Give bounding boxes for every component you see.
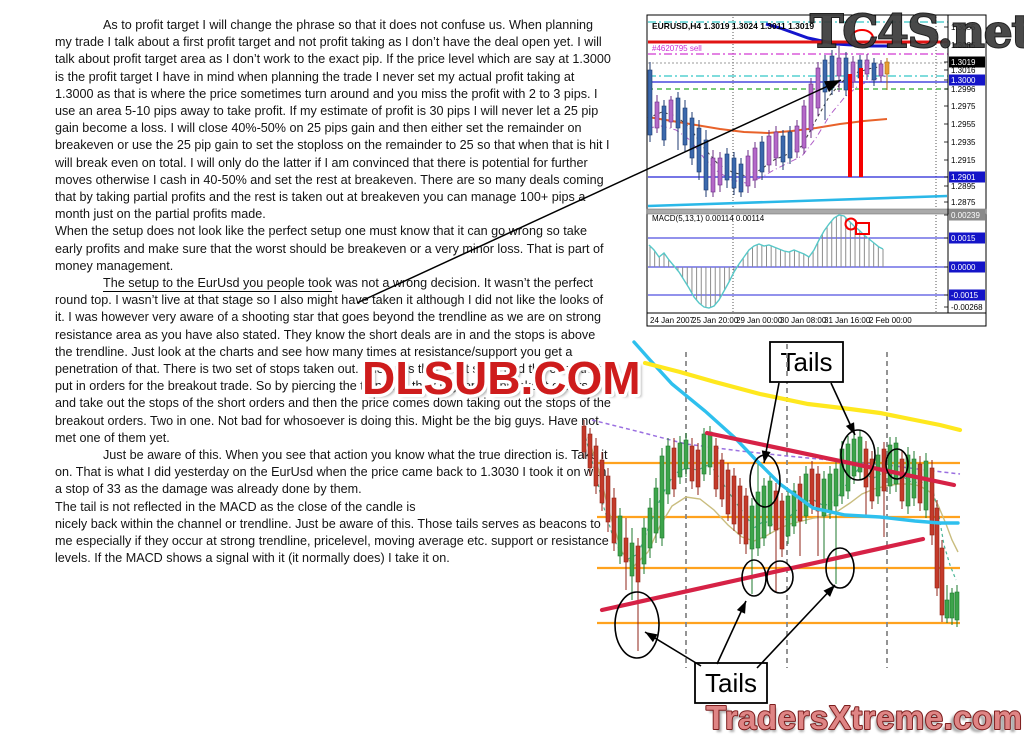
x-axis-label: 31 Jan 16:00 — [824, 316, 871, 325]
watermark-tradersxtreme-text: TradersXtreme.com — [706, 699, 1023, 736]
y-axis-label: 1.2895 — [951, 182, 976, 191]
y-axis-label: 1.2955 — [951, 120, 976, 129]
y-axis-label: 0.0000 — [951, 263, 976, 272]
tail-highlight-ellipse — [749, 454, 781, 508]
underlined-phrase: The setup to the EurUsd you people took — [103, 276, 332, 292]
x-axis-label: 30 Jan 08:00 — [780, 316, 827, 325]
ma-cyan-low — [647, 194, 948, 208]
paragraph-setup-rest: was not a wrong decision. It wasn’t the … — [55, 276, 611, 445]
y-axis-label: 1.3000 — [951, 76, 976, 85]
y-axis-label: 1.2996 — [951, 85, 976, 94]
y-axis-label: 1.2975 — [951, 102, 976, 111]
y-axis-label: 0.0015 — [951, 234, 976, 243]
paragraph-profit-target: As to profit target I will change the ph… — [55, 18, 611, 222]
order-label: #4620795 sell — [652, 44, 702, 53]
tail-highlight-ellipse — [885, 448, 909, 480]
tails-label-box — [694, 662, 768, 704]
tails-chart: Tails Tails — [581, 340, 963, 704]
watermark-tradersxtreme-shadow: TradersXtreme.com — [709, 702, 1017, 739]
x-axis-label: 29 Jan 00:00 — [736, 316, 783, 325]
macd-red-square — [855, 222, 870, 235]
tail-highlight-ellipse — [614, 591, 660, 659]
y-axis-label: -0.0015 — [951, 291, 979, 300]
tail-highlight-ellipse — [766, 560, 794, 594]
y-axis-label: 1.2915 — [951, 156, 976, 165]
chart-title: EURUSD,H4 1.3019 1.3024 1.3011 1.3019 — [652, 21, 814, 31]
macd-red-circle — [844, 217, 858, 231]
tails-label-box — [769, 341, 844, 383]
paragraph-money-management: When the setup does not look like the pe… — [55, 224, 604, 273]
ma-black-dashed — [647, 65, 887, 177]
paragraph-setup: The setup to the EurUsd you people took … — [55, 275, 612, 447]
trendline — [704, 430, 957, 488]
tail-highlight-ellipse — [825, 547, 855, 589]
y-axis-label: 1.3055 — [951, 23, 976, 32]
x-axis-label: 24 Jan 2007 — [650, 316, 695, 325]
ma-violet-dashdot — [647, 75, 887, 184]
watermark-tc4s-text: TC4S.net — [810, 5, 1024, 58]
red-circle-annotation — [850, 29, 874, 47]
tails-label: Tails — [780, 347, 832, 377]
y-axis-label: -0.00268 — [951, 303, 983, 312]
y-axis-label: 1.2935 — [951, 138, 976, 147]
x-axis-label: 25 Jan 20:00 — [692, 316, 739, 325]
y-axis-label: 1.3016 — [951, 66, 976, 75]
trendline — [599, 536, 926, 613]
y-axis-label: 1.3019 — [951, 58, 976, 67]
y-axis-label: 1.3035 — [951, 41, 976, 50]
tails-label: Tails — [705, 668, 757, 698]
paragraph-tails: The tail is not reflected in the MACD as… — [55, 499, 609, 566]
macd-label: MACD(5,13,1) 0.00114 0.00114 — [652, 214, 765, 223]
macd-curve — [648, 214, 884, 309]
y-axis-label: 1.2901 — [951, 173, 976, 182]
y-axis-label: 0.00239 — [951, 211, 980, 220]
watermark-tc4s: TC4S.net — [806, 0, 1024, 69]
tail-highlight-ellipse — [840, 429, 876, 481]
mt4-chart: EURUSD,H4 1.3019 1.3024 1.3011 1.3019 #46… — [646, 14, 987, 327]
article-text: As to profit target I will change the ph… — [55, 17, 612, 568]
y-axis-label: 1.2875 — [951, 198, 976, 207]
ma-orange — [647, 116, 888, 135]
tail-highlight-ellipse — [741, 559, 767, 597]
watermark-tradersxtreme: TradersXtreme.com TradersXtreme.com — [698, 694, 1024, 746]
ma-blue — [765, 22, 890, 48]
paragraph-be-aware: Just be aware of this. When you see that… — [55, 448, 608, 497]
x-axis-label: 2 Feb 00:00 — [869, 316, 912, 325]
